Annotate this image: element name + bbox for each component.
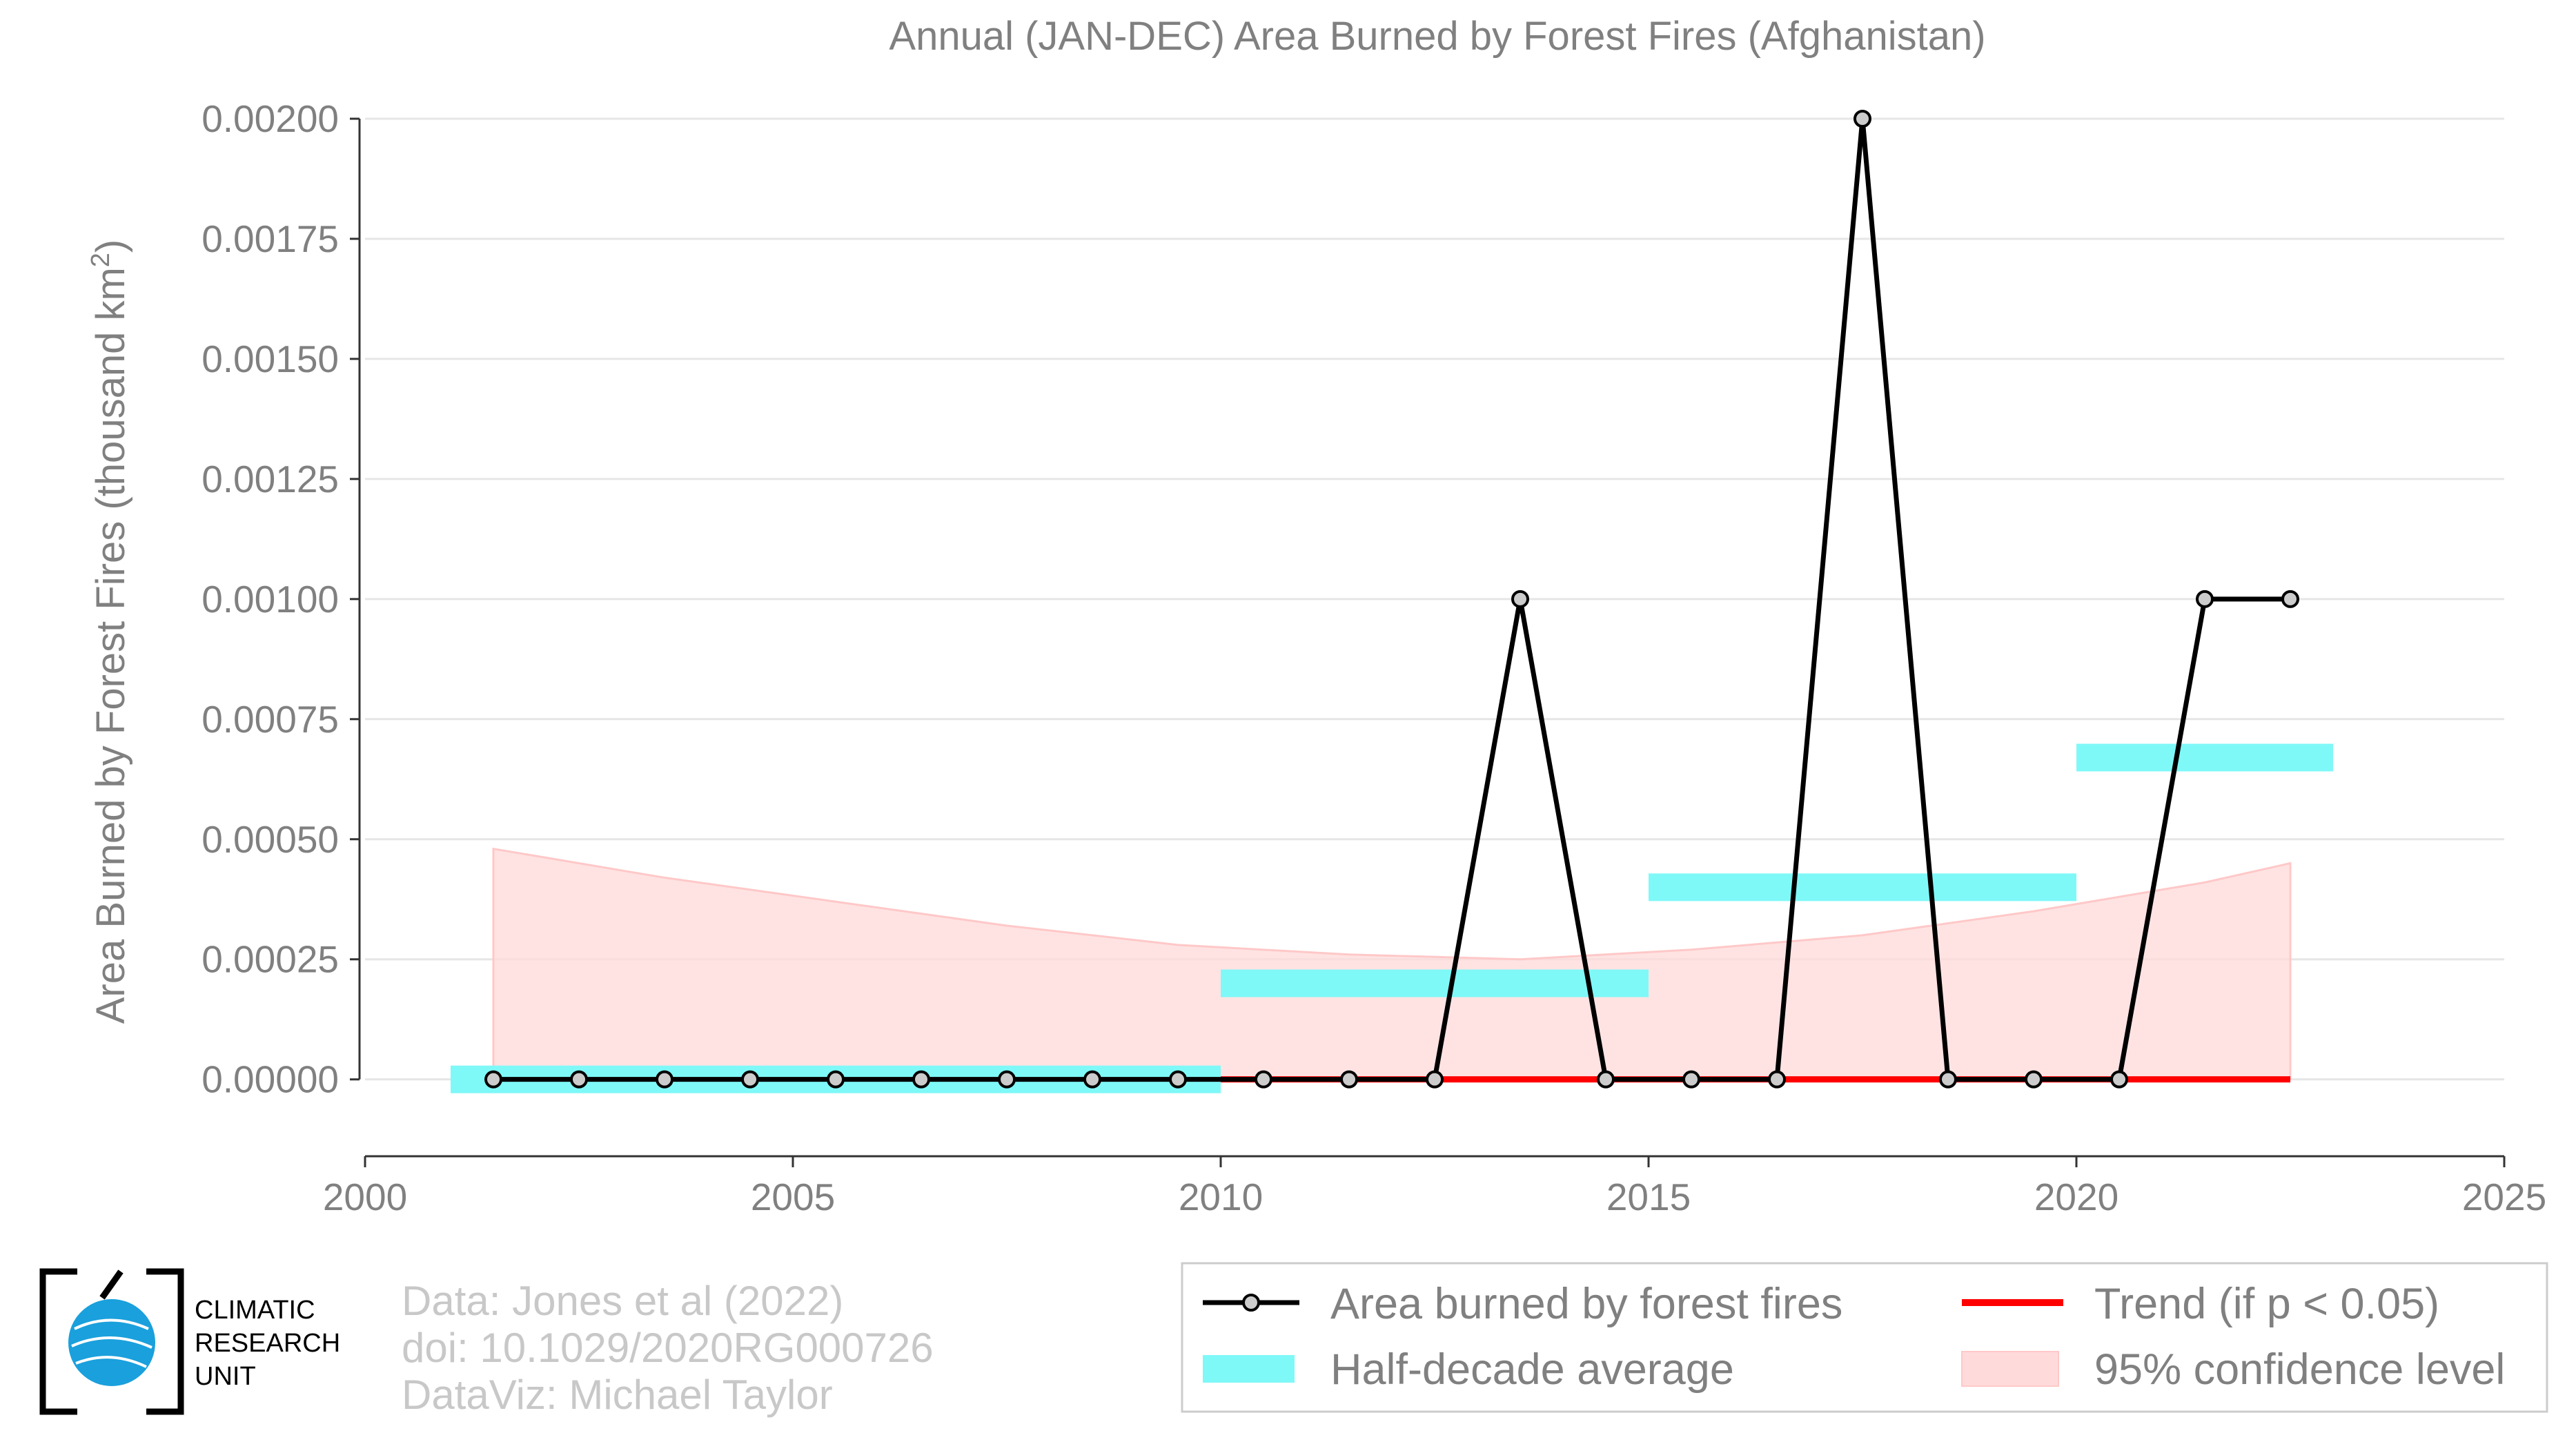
data-point [1511, 590, 1529, 608]
x-tick-label: 2020 [2034, 1176, 2118, 1218]
logo-bracket-left [39, 1268, 77, 1415]
y-axis: 0.00000 0.00025 0.00050 0.00075 0.00100 0.001… [201, 97, 361, 1101]
data-point [2281, 590, 2299, 608]
data-point [656, 1070, 674, 1089]
legend-swatch-confidence [1961, 1351, 2059, 1387]
data-point [1169, 1070, 1187, 1089]
x-tick-label: 2015 [1606, 1176, 1691, 1218]
globe-lines [71, 1318, 153, 1368]
series-line [493, 116, 2290, 1082]
legend-label-trend: Trend (if p < 0.05) [2094, 1280, 2439, 1328]
x-tick-label: 2025 [2462, 1176, 2546, 1218]
x-tick-label: 2005 [751, 1176, 835, 1218]
y-axis-label-close: ) [88, 240, 133, 253]
data-point [1768, 1070, 1786, 1089]
y-tick-label: 0.00075 [201, 698, 339, 741]
logo-text-line3: UNIT [195, 1362, 256, 1391]
data-point [2196, 590, 2214, 608]
half-decade-bar [1221, 969, 1649, 997]
y-tick-label: 0.00150 [201, 338, 339, 380]
y-tick-label: 0.00175 [201, 217, 339, 260]
x-tick-label: 2010 [1179, 1176, 1263, 1218]
data-point [484, 1070, 502, 1089]
y-tick-label: 0.00200 [201, 97, 339, 140]
y-tick-label: 0.00100 [201, 578, 339, 621]
y-tick-label: 0.00125 [201, 458, 339, 500]
data-point [570, 1070, 588, 1089]
data-point [1426, 1070, 1444, 1089]
data-point [1083, 1070, 1101, 1089]
y-tick-label: 0.00025 [201, 938, 339, 981]
cru-logo: CLIMATIC RESEARCH UNIT [39, 1268, 340, 1415]
data-point [1340, 1070, 1358, 1089]
data-point [1597, 1070, 1615, 1089]
data-point [998, 1070, 1016, 1089]
logo-bracket-right [146, 1268, 184, 1415]
data-point [2110, 1070, 2128, 1089]
logo-text-line2: RESEARCH [195, 1329, 340, 1358]
legend-label-area: Area burned by forest fires [1330, 1280, 1842, 1328]
y-axis-label-sup: 2 [86, 253, 115, 267]
logo-text-line1: CLIMATIC [195, 1296, 315, 1325]
chart-title: Annual (JAN-DEC) Area Burned by Forest F… [889, 14, 1985, 59]
globe-icon [68, 1299, 155, 1386]
data-point [827, 1070, 845, 1089]
legend-label-half-decade: Half-decade average [1330, 1345, 1734, 1394]
y-tick-label: 0.00000 [201, 1058, 339, 1101]
legend-box [1181, 1262, 2548, 1413]
y-tick-label: 0.00050 [201, 818, 339, 861]
data-point [741, 1070, 759, 1089]
legend-marker-area [1242, 1294, 1260, 1312]
y-axis-label: Area Burned by Forest Fires (thousand km… [86, 240, 133, 1024]
legend-label-confidence: 95% confidence level [2094, 1345, 2505, 1394]
legend: Area burned by forest fires Half-decade … [1181, 1262, 2548, 1413]
credit-data: Data: Jones et al (2022) [402, 1278, 843, 1324]
data-point [1854, 110, 1871, 128]
x-tick-label: 2000 [323, 1176, 407, 1218]
credit-doi: doi: 10.1029/2020RG000726 [402, 1325, 934, 1371]
half-decade-bar [1649, 873, 2076, 902]
y-axis-label-main: Area Burned by Forest Fires (thousand km [88, 267, 133, 1024]
data-point [1255, 1070, 1272, 1089]
x-axis: 2000 2005 2010 2015 2020 2025 [323, 1155, 2546, 1218]
data-point [1682, 1070, 1700, 1089]
half-decade-bar [2076, 743, 2333, 772]
credit-dataviz: DataViz: Michael Taylor [402, 1372, 833, 1418]
logo-slash [99, 1269, 124, 1300]
data-point [1939, 1070, 1957, 1089]
legend-swatch-half-decade [1203, 1355, 1295, 1383]
series-layer [484, 110, 2299, 1089]
data-point [912, 1070, 930, 1089]
data-point [2025, 1070, 2043, 1089]
